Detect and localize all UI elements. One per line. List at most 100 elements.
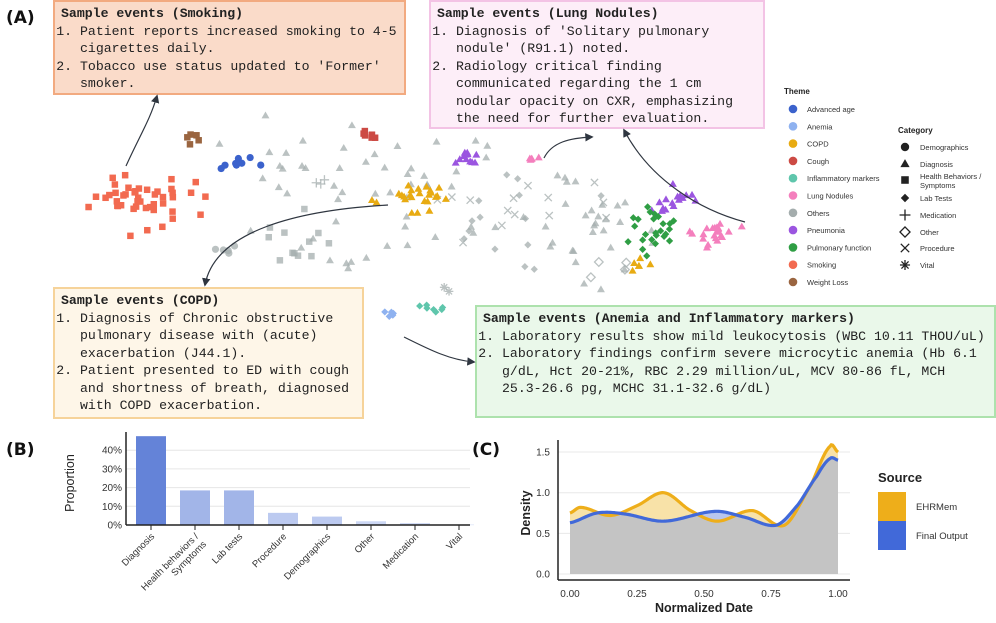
scatter-point-copd	[431, 193, 440, 200]
scatter-point-pneumonia	[463, 148, 472, 156]
scatter-point-others	[420, 172, 429, 179]
scatter-point-pulmonary-function	[634, 215, 642, 223]
y-tick-label: 20%	[102, 483, 122, 494]
scatter-point-pneumonia	[655, 198, 664, 206]
scatter-point-copd	[628, 266, 637, 274]
scatter-point-copd	[404, 181, 413, 189]
theme-legend-swatch	[788, 156, 798, 166]
scatter-point-pulmonary-function	[648, 236, 656, 244]
scatter-point-others	[258, 174, 267, 182]
scatter-point-pneumonia	[661, 205, 670, 213]
theme-legend-swatch	[788, 104, 798, 114]
theme-legend-label: Pneumonia	[807, 226, 846, 235]
scatter-point-others	[571, 177, 580, 185]
scatter-point-others	[452, 167, 461, 175]
scatter-point-copd	[426, 186, 435, 194]
box-item: Diagnosis of Chronic obstructive pulmona…	[80, 310, 356, 363]
scatter-point-lung-nodules	[711, 234, 720, 242]
scatter-point-others	[330, 181, 338, 189]
category-legend-label: Other	[920, 228, 939, 237]
scatter-point-anemia	[381, 308, 389, 316]
category-legend-x-icon	[900, 243, 910, 253]
scatter-point-advanced-age	[246, 153, 254, 162]
category-legend-open-diamond-icon	[899, 226, 911, 238]
scatter-point-others	[580, 279, 589, 287]
scatter-point-lung-nodules	[704, 240, 712, 248]
box-item: Patient presented to ED with cough and s…	[80, 362, 356, 415]
box-title: Sample events (Anemia and Inflammatory m…	[483, 311, 855, 326]
scatter-point-lung-nodules	[702, 224, 711, 232]
scatter-point-pulmonary-function	[624, 238, 632, 246]
scatter-point-lung-nodules	[685, 227, 694, 235]
scatter-point-others	[530, 265, 538, 273]
scatter-point-others	[444, 287, 454, 296]
scatter-point-others	[561, 200, 570, 207]
scatter-point-others	[483, 141, 492, 149]
scatter-point-others	[587, 206, 596, 214]
scatter-point-smoking	[142, 204, 150, 212]
scatter-point-copd	[441, 195, 450, 202]
scatter-point-lung-nodules	[534, 153, 543, 161]
scatter-point-lung-nodules	[718, 233, 727, 240]
arrow-anemia	[403, 336, 476, 366]
scatter-point-smoking	[168, 175, 175, 183]
box-title: Sample events (COPD)	[61, 293, 220, 308]
lung-nodules-events-box: Sample events (Lung Nodules) Diagnosis o…	[429, 0, 765, 129]
scatter-point-others	[274, 183, 283, 191]
scatter-point-others	[298, 161, 306, 169]
scatter-point-pulmonary-function	[657, 227, 665, 235]
panel-c-label: (C)	[472, 440, 501, 460]
y-tick-label: 1.5	[536, 448, 550, 459]
scatter-point-smoking	[144, 226, 151, 234]
scatter-point-others	[383, 242, 392, 249]
scatter-point-others	[597, 192, 605, 200]
theme-legend-label: Cough	[807, 157, 829, 166]
theme-legend-swatch	[788, 225, 798, 235]
box-title: Sample events (Smoking)	[61, 6, 244, 21]
scatter-point-others	[326, 256, 334, 264]
scatter-point-cough	[360, 130, 367, 137]
scatter-point-others	[278, 164, 287, 172]
scatter-point-pneumonia	[466, 157, 475, 165]
scatter-point-smoking	[187, 189, 195, 196]
scatter-point-pulmonary-function	[670, 217, 678, 225]
scatter-point-lung-nodules	[714, 224, 723, 232]
scatter-point-smoking	[169, 208, 176, 215]
category-legend-circle-icon	[900, 142, 910, 152]
scatter-point-others	[325, 240, 333, 247]
scatter-point-smoking	[85, 203, 92, 211]
scatter-point-others	[571, 258, 580, 266]
box-item: Diagnosis of 'Solitary pulmonary nodule'…	[456, 23, 757, 58]
scatter-point-others	[339, 143, 348, 151]
scatter-point-others	[431, 233, 440, 240]
category-legend-square-icon	[901, 176, 909, 184]
x-tick-label: 0.75	[761, 589, 781, 600]
scatter-point-lung-nodules	[699, 230, 708, 238]
scatter-point-others	[347, 257, 356, 265]
scatter-point-others	[545, 211, 554, 220]
scatter-point-others	[215, 139, 224, 147]
scatter-point-pneumonia	[669, 202, 678, 210]
scatter-point-smoking	[121, 171, 129, 179]
scatter-point-others	[524, 241, 532, 249]
scatter-point-smoking	[137, 198, 144, 205]
scatter-point-others	[590, 221, 599, 229]
scatter-point-copd	[646, 260, 655, 268]
scatter-point-others	[297, 243, 306, 251]
scatter-point-pulmonary-function	[665, 225, 674, 233]
scatter-point-smoking	[168, 185, 175, 193]
category-legend-label: Health Behaviors / Symptoms	[920, 172, 982, 190]
scatter-point-weight-loss	[186, 141, 194, 148]
scatter-point-smoking	[202, 193, 209, 200]
scatter-point-smoking	[169, 193, 177, 201]
scatter-point-smoking	[111, 181, 119, 188]
scatter-point-copd	[636, 254, 645, 262]
scatter-point-others	[261, 111, 270, 119]
theme-legend-label: Pulmonary function	[807, 243, 871, 252]
scatter-point-others	[581, 211, 590, 219]
scatter-point-smoking	[150, 200, 158, 208]
scatter-point-others	[315, 229, 322, 237]
scatter-point-others	[621, 198, 630, 206]
scatter-point-others	[447, 193, 456, 202]
